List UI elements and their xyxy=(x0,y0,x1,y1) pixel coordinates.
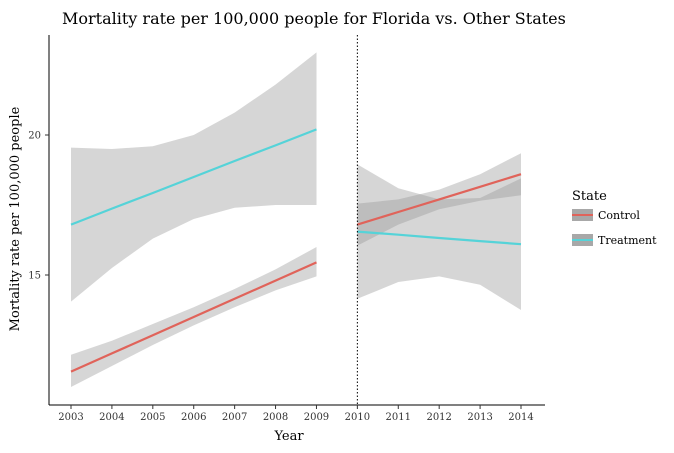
x-tick-label: 2008 xyxy=(263,412,288,423)
confidence-bands xyxy=(71,52,521,387)
x-tick-label: 2013 xyxy=(467,412,492,423)
trend-line-treatment-pre xyxy=(70,128,317,226)
trend-line-control-post xyxy=(357,173,522,226)
x-tick-label: 2006 xyxy=(181,412,206,423)
x-tick-label: 2009 xyxy=(304,412,329,423)
trend-line-control-pre xyxy=(70,261,317,373)
y-tick-label: 20 xyxy=(28,131,41,142)
legend-label-control: Control xyxy=(598,209,640,222)
chart-title: Mortality rate per 100,000 people for Fl… xyxy=(62,9,566,28)
legend-title: State xyxy=(572,189,607,204)
y-tick-label: 15 xyxy=(28,271,41,282)
x-axis-title: Year xyxy=(273,429,304,444)
x-tick-label: 2004 xyxy=(99,412,124,423)
x-tick-label: 2011 xyxy=(386,412,411,423)
x-tick-label: 2014 xyxy=(508,412,533,423)
legend-item-treatment: Treatment xyxy=(572,234,657,247)
legend-item-control: Control xyxy=(572,209,640,222)
legend: State Control Treatment xyxy=(572,189,657,247)
x-tick-label: 2003 xyxy=(58,412,83,423)
x-ticks: 2003 2004 2005 2006 2007 2008 2009 2010 2011 2012… xyxy=(58,405,534,423)
x-tick-label: 2005 xyxy=(140,412,165,423)
legend-label-treatment: Treatment xyxy=(598,234,657,247)
trend-lines xyxy=(70,128,522,373)
y-axis-title: Mortality rate per 100,000 people xyxy=(8,106,23,331)
x-tick-label: 2010 xyxy=(345,412,370,423)
x-tick-label: 2007 xyxy=(222,412,247,423)
x-tick-label: 2012 xyxy=(426,412,451,423)
trend-line-treatment-post xyxy=(357,230,522,246)
